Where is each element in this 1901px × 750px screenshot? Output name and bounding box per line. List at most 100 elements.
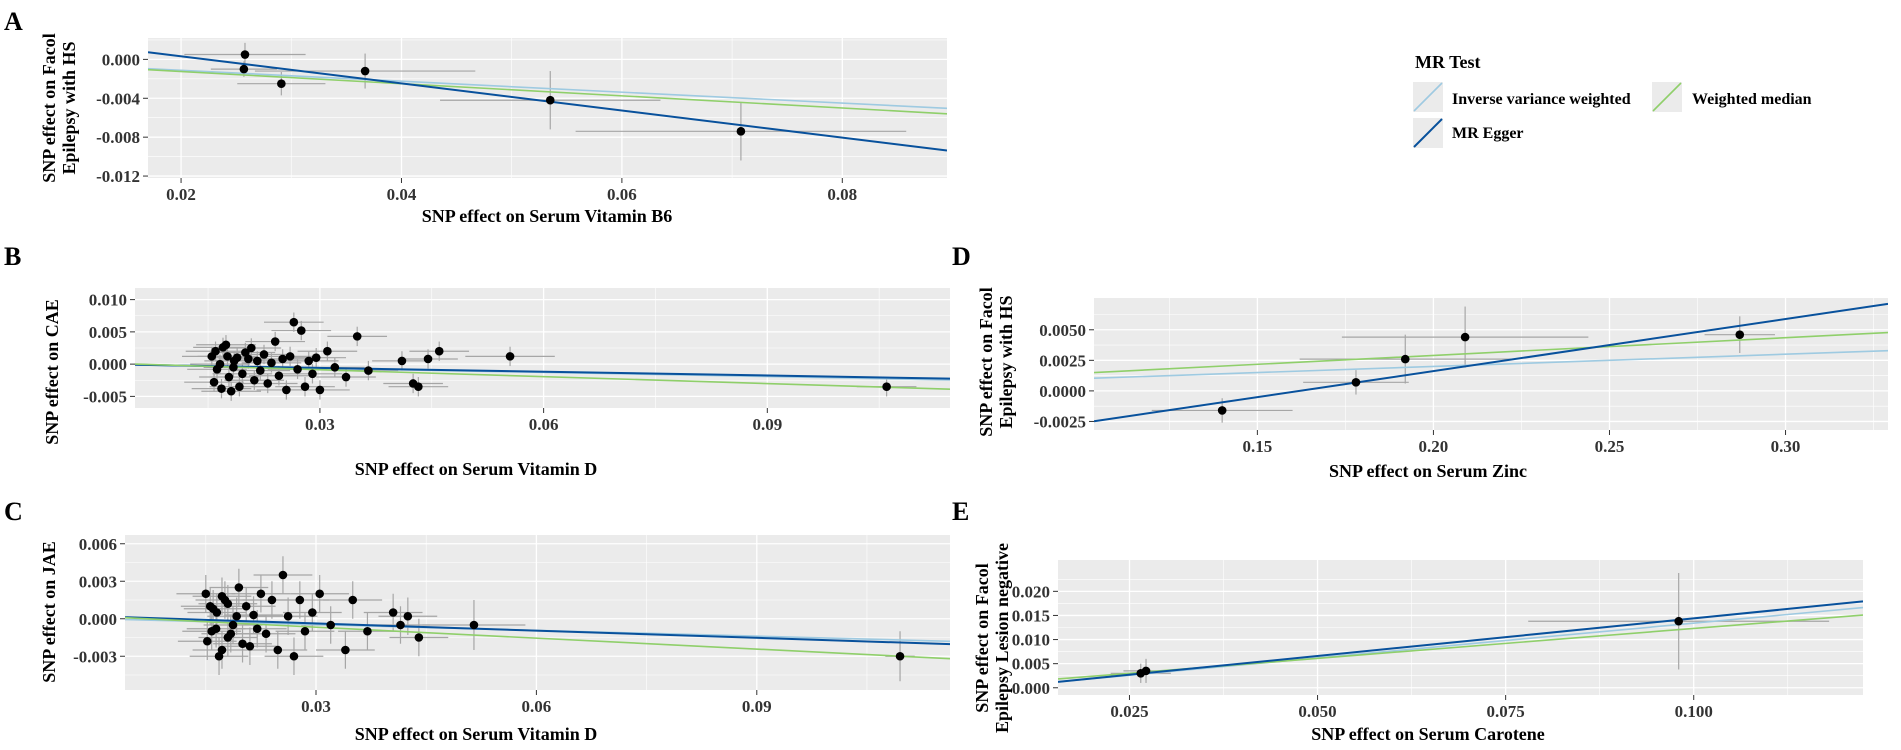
panel-c-point-21 (252, 624, 262, 634)
panel-c-point-37 (388, 608, 398, 617)
panel-d-xlabel: SNP effect on Serum Zinc (1329, 461, 1527, 481)
panel-a-point-1 (239, 64, 249, 74)
panel-e-ytick-label-1: 0.015 (1012, 606, 1050, 625)
panel-b-point-39 (330, 363, 340, 372)
panel-b-point-8 (215, 359, 225, 369)
panel-c-point-0 (201, 589, 211, 599)
panel-d-ytick-label-0: 0.0050 (1039, 321, 1086, 340)
panel-c-point-9 (214, 651, 224, 661)
panel-b-ylabel: SNP effect on CAE (42, 299, 62, 444)
panel-c-xtick-label-2: 0.09 (742, 697, 772, 716)
panel-d-line-inverse-variance-weighted (1094, 349, 1888, 380)
panel-a-point-2 (277, 79, 286, 88)
panel-b-point-32 (296, 326, 306, 335)
panel-e-ytick-label-4: 0.000 (1012, 679, 1050, 698)
panel-d-ylabel-line1: SNP effect on Facol (976, 287, 996, 436)
panel-c-point-17 (223, 633, 233, 642)
panel-b-point-10 (226, 386, 236, 396)
panel-c-xtick-label-0: 0.03 (301, 697, 331, 716)
panel-a-xtick-label-0: 0.02 (166, 185, 196, 204)
panel-a-point-0 (240, 50, 250, 59)
panel-e-content (1058, 573, 1863, 683)
panel-a-ytick-label-1: -0.004 (96, 89, 140, 108)
panel-d-point-1 (1351, 378, 1361, 387)
panel-e-ytick-label-3: 0.005 (1012, 655, 1050, 674)
panel-d-ylabel-line2: Epilepsy with HS (996, 295, 1016, 428)
panel-c-point-14 (205, 601, 215, 611)
panel-c-point-7 (202, 636, 212, 646)
panel-b-point-28 (282, 385, 291, 395)
panel-b-point-46 (423, 354, 433, 364)
panel-b-point-49 (882, 382, 891, 392)
panel-c-point-5 (228, 620, 238, 630)
panel-e-xtick-label-1: 0.050 (1298, 702, 1336, 721)
panel-c-ylabel: SNP effect on JAE (39, 541, 59, 682)
panel-c-ytick-label-1: 0.003 (79, 572, 117, 591)
panel-c-point-31 (308, 608, 317, 617)
panel-a-line-inverse-variance-weighted (148, 67, 947, 110)
panel-b-point-13 (244, 354, 253, 364)
panel-c-point-40 (414, 633, 424, 642)
panel-e-ytick-label-2: 0.010 (1012, 631, 1050, 650)
panel-c-point-13 (238, 639, 247, 649)
panel-b-point-48 (505, 352, 515, 361)
panel-letter-d: D (952, 242, 971, 271)
panel-c-point-32 (315, 589, 324, 599)
panel-b-point-24 (267, 358, 276, 368)
panel-b-point-12 (238, 369, 247, 379)
panel-c-point-33 (326, 620, 335, 630)
panel-b-xlabel: SNP effect on Serum Vitamin D (355, 459, 597, 479)
panel-b-point-15 (217, 384, 226, 393)
panel-c-line-weighted-median (125, 616, 950, 660)
panel-a-ytick-label-2: -0.008 (96, 128, 140, 147)
panel-e-xtick-label-0: 0.025 (1110, 702, 1148, 721)
panel-b-point-14 (211, 346, 220, 356)
panel-c-point-24 (267, 595, 277, 605)
panel-b-xtick-label-0: 0.03 (305, 415, 335, 434)
panel-b-xtick-label-2: 0.09 (752, 415, 782, 434)
panel-b-point-3 (224, 372, 234, 382)
panel-letter-e: E (952, 497, 969, 526)
panel-e-plot: 0.025 0.050 0.075 0.100 0.020 0.015 0.010 0.005… (1012, 560, 1863, 721)
panel-b-point-29 (285, 352, 295, 361)
panel-b-point-6 (241, 348, 250, 357)
panel-e-xlabel: SNP effect on Serum Carotene (1311, 724, 1545, 744)
panel-c-line-mr-egger (125, 616, 950, 646)
legend-title: MR Test (1415, 52, 1481, 72)
panel-b-point-9 (221, 340, 231, 350)
panel-b-point-37 (315, 385, 325, 395)
panel-b-point-38 (323, 346, 332, 356)
panel-b-point-20 (252, 356, 262, 366)
legend-key-wm (1652, 82, 1682, 112)
panel-c-point-22 (256, 589, 266, 599)
panel-b-point-33 (300, 382, 310, 392)
panel-b-point-47 (434, 346, 444, 356)
panel-b-point-43 (397, 356, 407, 366)
panel-b-point-30 (289, 317, 299, 327)
panel-d-xtick-label-0: 0.15 (1243, 437, 1273, 456)
panel-a-point-3 (360, 66, 370, 76)
panel-a-xlabel: SNP effect on Serum Vitamin B6 (422, 206, 672, 226)
panel-b-content (135, 312, 950, 401)
panel-d-point-0 (1217, 406, 1227, 415)
panel-d-ytick-label-1: 0.0025 (1039, 351, 1086, 370)
panel-d-point-2 (1400, 354, 1410, 364)
panel-d-point-4 (1735, 330, 1745, 339)
panel-e-xtick-label-2: 0.075 (1487, 702, 1525, 721)
panel-c-point-30 (300, 626, 310, 636)
panel-a-line-weighted-median (148, 68, 947, 115)
panel-d-line-mr-egger (1094, 302, 1888, 423)
panel-c-point-36 (363, 626, 372, 636)
panel-b-point-42 (364, 366, 373, 375)
panel-b-point-26 (274, 371, 284, 381)
legend: MR Test Inverse variance weighted MR Egg… (1413, 52, 1812, 148)
panel-c-ytick-label-3: -0.003 (73, 647, 117, 666)
panel-c-point-27 (283, 611, 293, 621)
panel-b-point-21 (255, 366, 265, 375)
panel-c-ytick-label-2: 0.000 (79, 610, 117, 629)
panel-c-point-41 (469, 620, 479, 630)
panel-b-point-22 (259, 350, 269, 359)
panel-a-plot: 0.02 0.04 0.06 0.08 0.000 -0.004 -0.008 -0.012 (96, 38, 947, 204)
panel-d-ytick-label-3: -0.0025 (1034, 412, 1086, 431)
panel-d-content (1094, 302, 1888, 423)
